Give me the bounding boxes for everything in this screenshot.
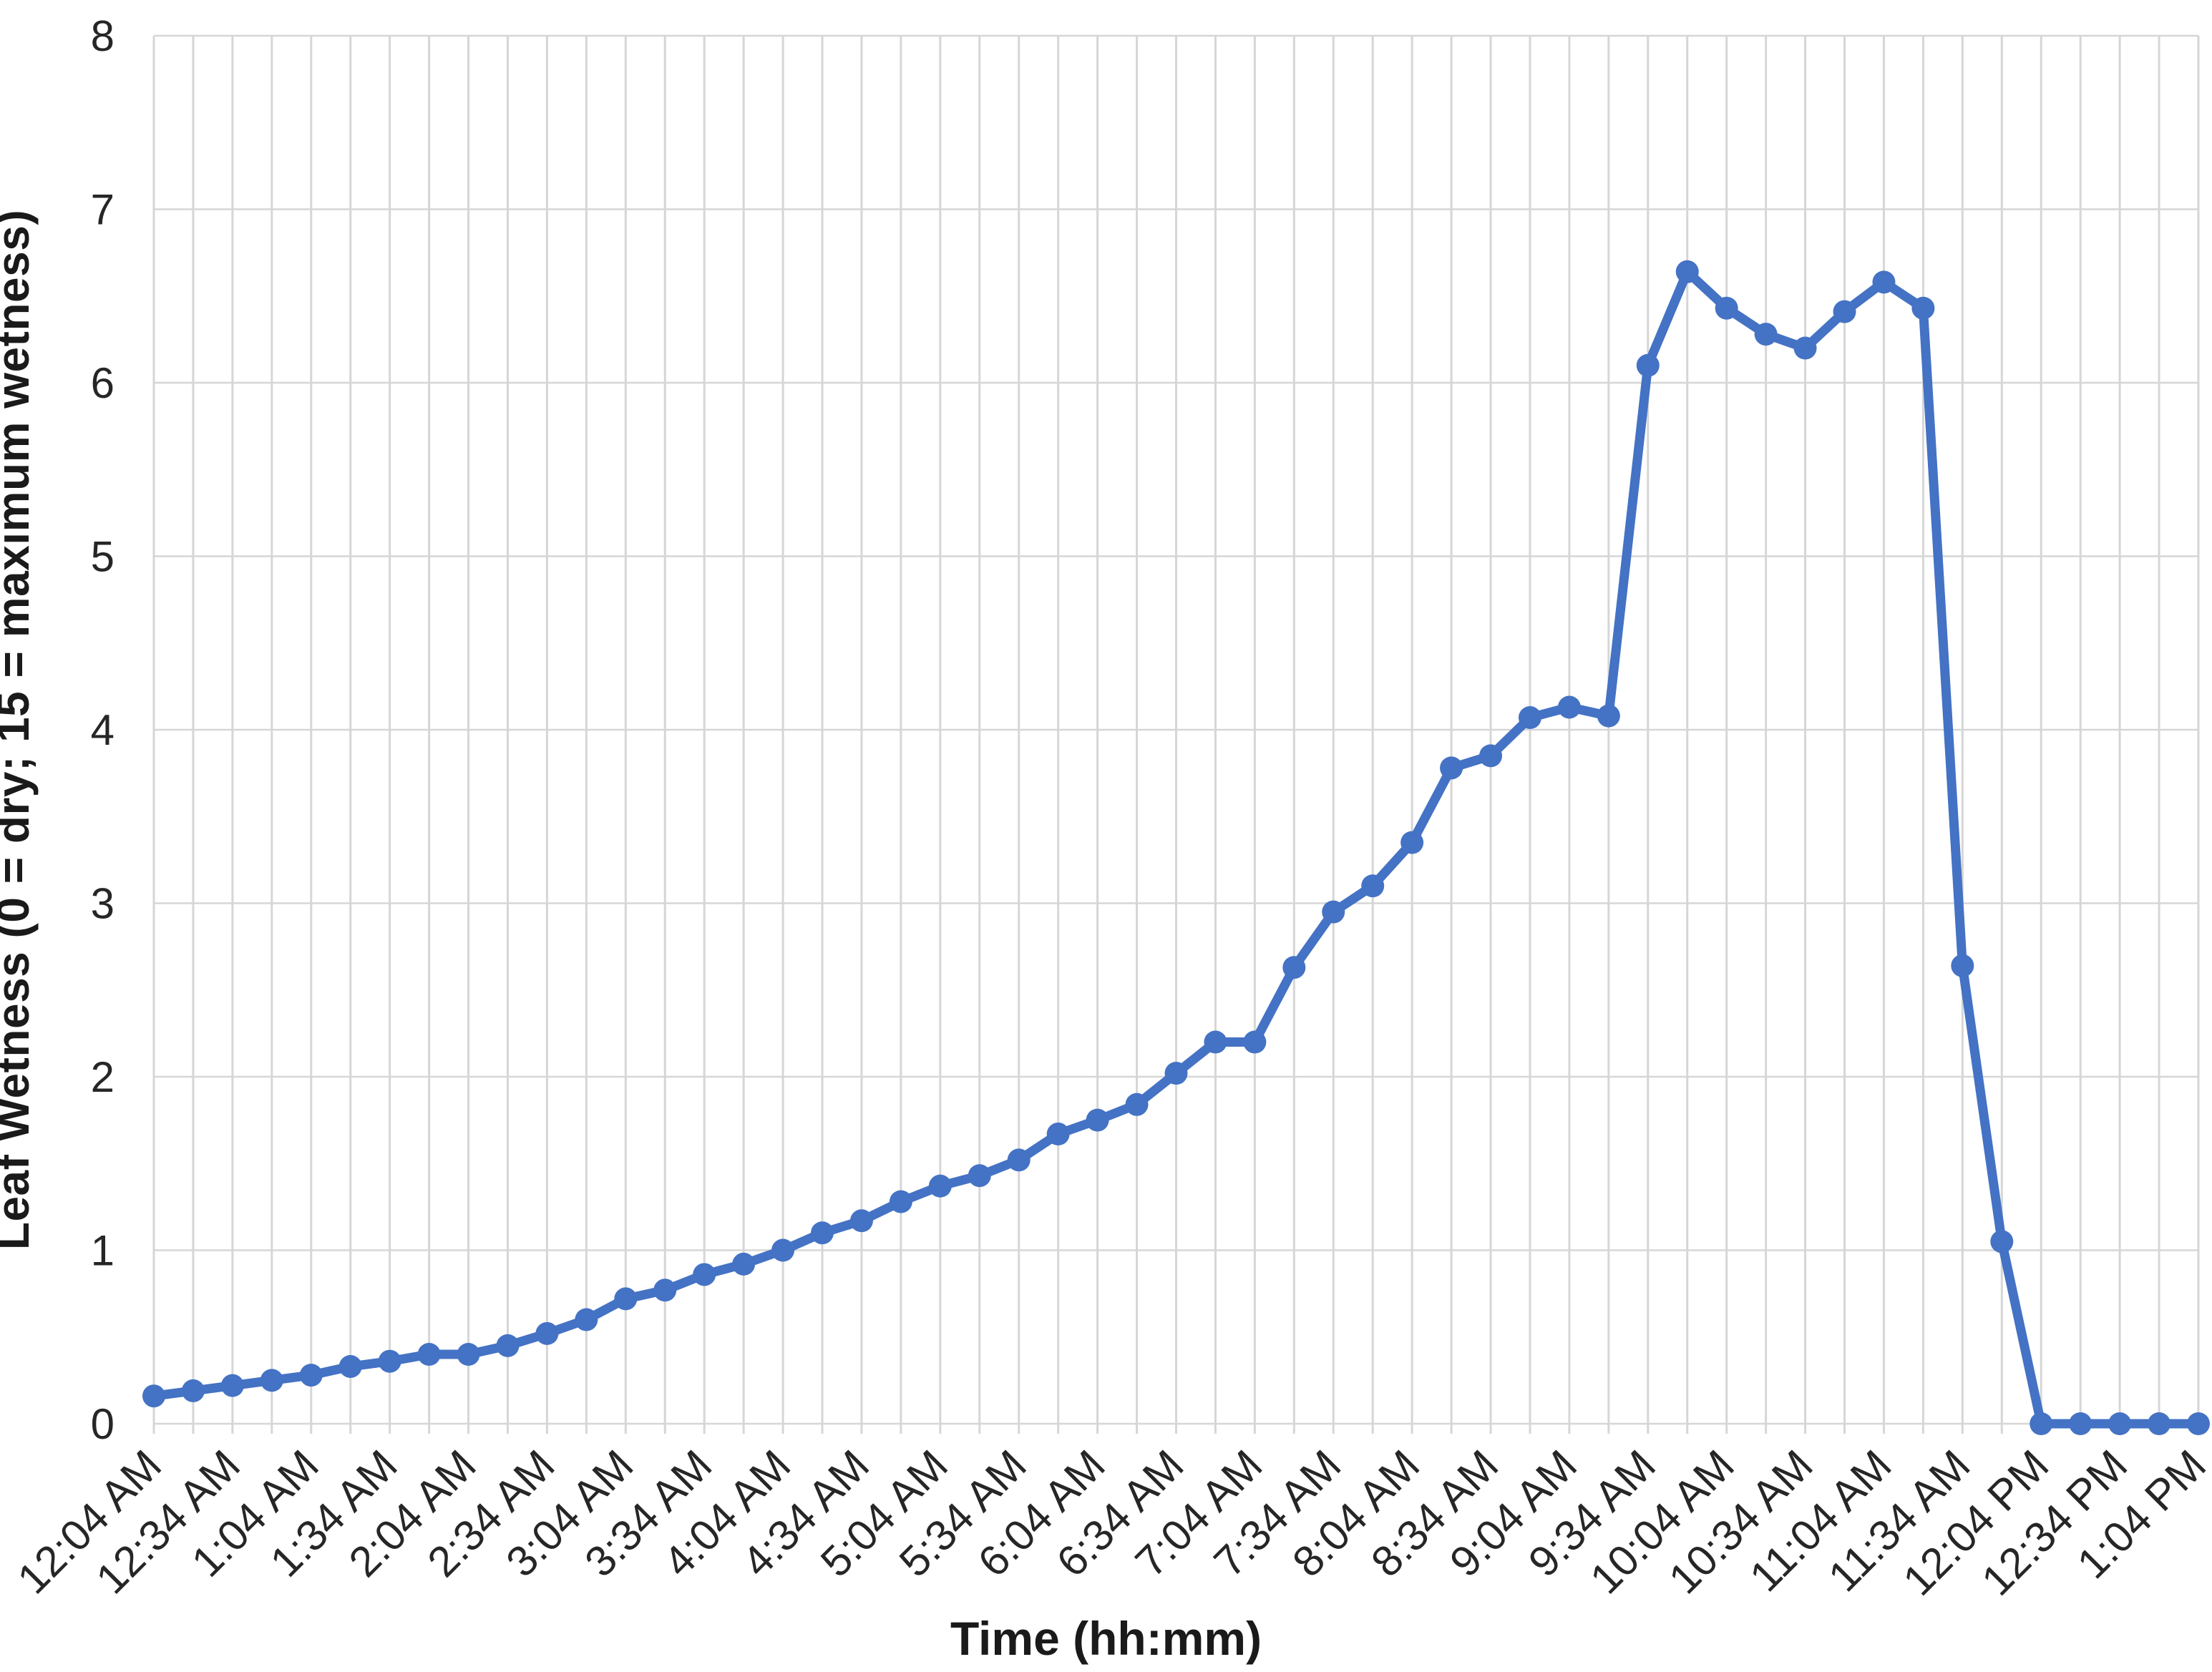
data-point-marker [1400,831,1424,854]
data-point-marker [1046,1123,1070,1146]
data-point-marker [2030,1412,2053,1435]
data-point-marker [811,1221,834,1245]
data-point-marker [1557,695,1581,719]
data-point-marker [1086,1108,1109,1132]
data-point-marker [496,1334,520,1357]
data-point-marker [2148,1412,2171,1435]
data-point-marker [1361,874,1385,898]
data-point-marker [732,1252,756,1276]
data-point-marker [1793,336,1817,360]
data-point-marker [2187,1412,2210,1435]
data-point-marker [1833,300,1856,323]
y-tick-label: 7 [91,186,115,234]
data-point-marker [2108,1412,2132,1435]
data-point-marker [771,1238,795,1262]
data-point-marker [1125,1092,1149,1116]
y-tick-label: 4 [91,706,115,754]
data-point-marker [457,1343,480,1366]
data-point-marker [1715,296,1738,320]
data-point-marker [1243,1030,1267,1054]
data-point-marker [889,1190,912,1213]
data-point-marker [2069,1412,2092,1435]
data-point-marker [1164,1062,1188,1085]
data-point-marker [378,1349,401,1373]
y-tick-label: 6 [91,359,115,407]
series-markers [142,260,2210,1435]
data-point-marker [220,1374,244,1397]
data-point-marker [1479,744,1503,768]
data-point-marker [968,1164,991,1188]
data-point-marker [260,1369,283,1392]
data-point-marker [1007,1148,1031,1172]
data-point-marker [1440,756,1463,780]
data-point-marker [299,1364,323,1387]
data-point-marker [535,1321,559,1345]
data-point-marker [849,1209,873,1233]
data-point-marker [614,1287,638,1311]
data-point-marker [1636,353,1660,377]
data-point-marker [575,1308,598,1331]
data-point-marker [693,1263,716,1286]
data-point-marker [338,1354,362,1378]
data-point-marker [1911,296,1935,320]
data-point-marker [1282,956,1306,979]
data-point-marker [1990,1230,2014,1253]
data-point-marker [181,1379,205,1402]
data-point-marker [1597,704,1620,728]
gridlines-vertical [152,36,2200,1434]
y-tick-label: 1 [91,1227,115,1275]
data-point-marker [1754,323,1778,346]
x-axis-title: Time (hh:mm) [950,1612,1262,1665]
y-tick-label: 2 [91,1053,115,1101]
data-point-marker [1951,954,1974,977]
data-point-marker [1675,260,1699,283]
y-tick-label: 0 [91,1400,115,1448]
data-point-marker [1204,1030,1227,1054]
data-point-marker [1872,270,1896,294]
data-point-marker [653,1279,677,1302]
data-point-marker [1322,900,1345,924]
y-tick-label: 8 [91,12,115,60]
y-axis-title-text: Leaf Wetness (0 = dry; 15 = maximum wetn… [0,209,39,1251]
y-tick-label: 3 [91,880,115,928]
data-point-marker [1518,706,1541,730]
y-axis-tick-labels: 0 1 2 3 4 5 6 7 8 [91,12,115,1448]
data-point-marker [928,1174,952,1198]
data-point-marker [142,1384,165,1408]
data-point-marker [417,1343,441,1366]
y-tick-label: 5 [91,533,115,581]
